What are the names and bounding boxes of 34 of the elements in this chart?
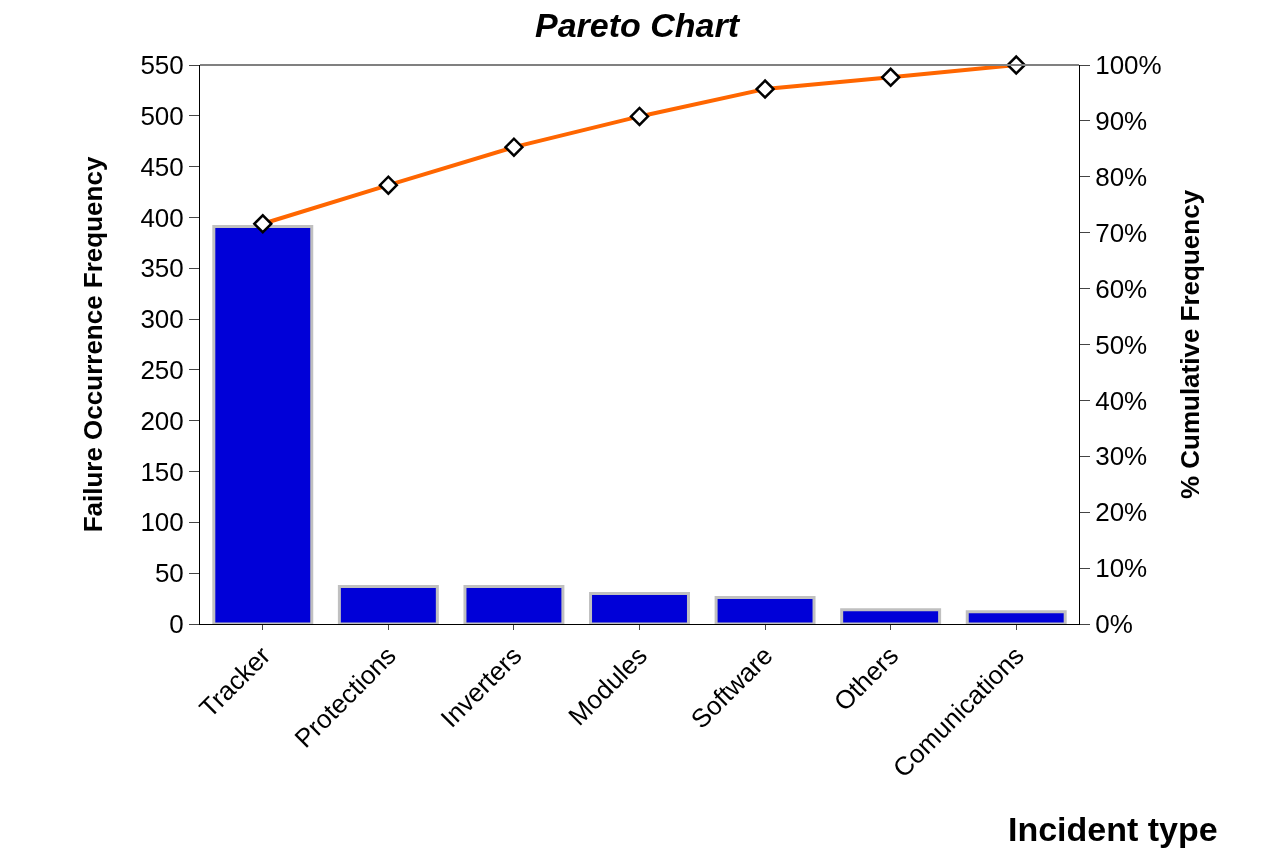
y2-tick-label: 80% bbox=[1095, 161, 1148, 192]
y-tick-label: 550 bbox=[140, 50, 184, 81]
bar bbox=[840, 608, 942, 624]
y-tick-label: 100 bbox=[140, 507, 184, 538]
chart-title: Pareto Chart bbox=[534, 5, 741, 44]
y2-tick-label: 30% bbox=[1095, 441, 1148, 472]
y2-tick-label: 100% bbox=[1095, 50, 1162, 81]
y-tick-label: 250 bbox=[140, 355, 184, 386]
y-tick-label: 50 bbox=[154, 558, 184, 589]
y2-tick-label: 10% bbox=[1095, 553, 1148, 584]
y2-tick-label: 40% bbox=[1095, 385, 1148, 416]
bar bbox=[714, 596, 816, 624]
y-tick-label: 350 bbox=[140, 253, 184, 284]
bar bbox=[589, 592, 690, 624]
y-tick-label: 450 bbox=[140, 151, 184, 182]
y-tick-label: 0 bbox=[169, 609, 184, 640]
y2-tick-label: 50% bbox=[1095, 329, 1148, 360]
y2-tick-label: 60% bbox=[1095, 273, 1148, 304]
y2-tick-label: 70% bbox=[1095, 217, 1148, 248]
y-tick-label: 300 bbox=[140, 304, 184, 335]
bar bbox=[965, 610, 1067, 624]
y-tick-label: 500 bbox=[140, 100, 184, 131]
y-tick-label: 200 bbox=[140, 405, 184, 436]
y2-axis-title: % Cumulative Frequency bbox=[1175, 189, 1206, 500]
bar bbox=[212, 225, 314, 624]
bar bbox=[337, 584, 439, 624]
y-tick-label: 150 bbox=[140, 456, 184, 487]
y2-tick-label: 0% bbox=[1095, 609, 1133, 640]
bar bbox=[463, 584, 565, 624]
y2-tick-label: 90% bbox=[1095, 106, 1148, 136]
x-axis-title: Incident type bbox=[1008, 810, 1218, 848]
y2-tick-label: 20% bbox=[1095, 497, 1148, 528]
y-axis-title: Failure Occurrence Frequency bbox=[77, 156, 108, 533]
y-tick-label: 400 bbox=[140, 202, 184, 233]
